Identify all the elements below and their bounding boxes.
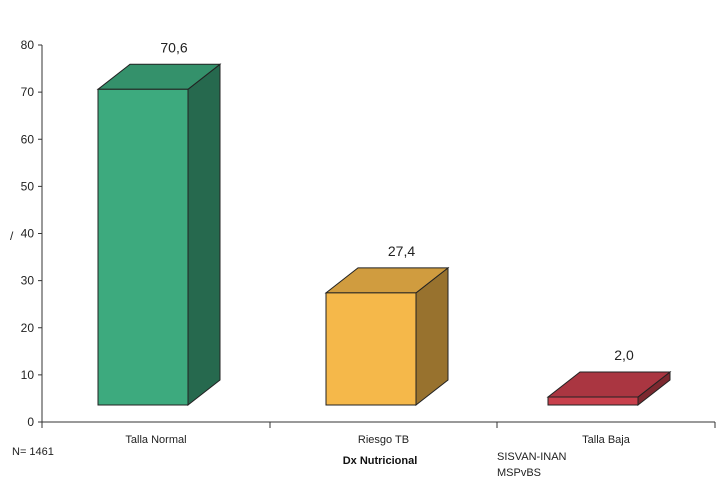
- y-tick-label: 50: [21, 179, 35, 193]
- data-label: 70,6: [160, 39, 187, 55]
- sample-size-note: N= 1461: [12, 446, 54, 458]
- y-tick-label: 80: [21, 38, 35, 52]
- x-tick-label: Talla Normal: [125, 434, 186, 446]
- bar-riesgo-tb: [324, 266, 450, 407]
- data-label: 27,4: [388, 243, 415, 259]
- data-label: 2,0: [614, 347, 634, 363]
- x-tick-label: Riesgo TB: [358, 434, 409, 446]
- x-axis-title: Dx Nutricional: [343, 455, 418, 467]
- bar-talla-normal: [96, 63, 222, 407]
- y-tick-label: 10: [21, 368, 35, 382]
- bar-side-face: [187, 63, 221, 407]
- source-note-line2: MSPvBS: [497, 467, 541, 479]
- y-tick-label: 20: [21, 321, 35, 335]
- y-tick-label: 30: [21, 274, 35, 288]
- bar-front-face: [547, 396, 639, 406]
- y-tick-label: 70: [21, 85, 35, 99]
- y-tick-label: 0: [27, 415, 34, 429]
- axes: 0 10 20 30 40 50 60 70 80: [21, 38, 716, 429]
- bar-talla-baja: [546, 370, 672, 407]
- y-tick-label: 40: [21, 227, 35, 241]
- source-note-line1: SISVAN-INAN: [497, 451, 567, 463]
- x-tick-label: Talla Baja: [582, 434, 631, 446]
- y-tick-label: 60: [21, 132, 35, 146]
- bar-front-face: [325, 292, 417, 406]
- bars: [96, 63, 672, 407]
- y-axis-label: /: [10, 229, 14, 243]
- labels: 70,6 Talla Normal 27,4 Riesgo TB 2,0 Talla Ba…: [125, 39, 634, 446]
- bar-front-face: [97, 88, 189, 406]
